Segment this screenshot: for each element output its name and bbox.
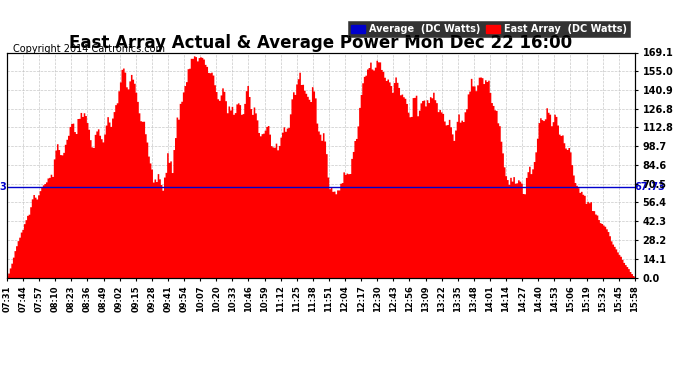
Text: 67.73: 67.73 bbox=[635, 182, 666, 192]
Title: East Array Actual & Average Power Mon Dec 22 16:00: East Array Actual & Average Power Mon De… bbox=[69, 34, 573, 53]
Text: 67.73: 67.73 bbox=[0, 182, 7, 192]
Text: Copyright 2014 Cartronics.com: Copyright 2014 Cartronics.com bbox=[13, 44, 165, 54]
Legend: Average  (DC Watts), East Array  (DC Watts): Average (DC Watts), East Array (DC Watts… bbox=[348, 21, 630, 37]
